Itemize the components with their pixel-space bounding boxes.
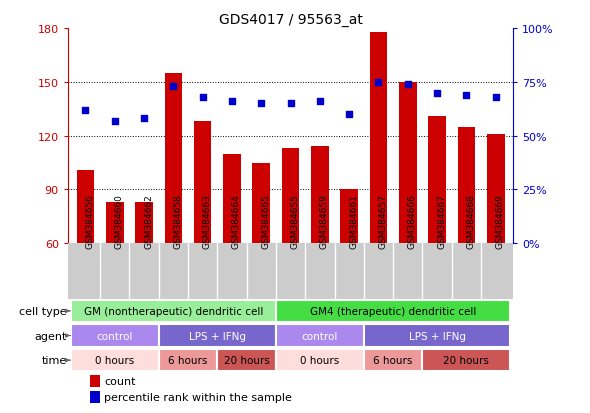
Text: GSM384663: GSM384663 (202, 193, 212, 248)
Bar (90, 391, 100, 403)
Point (374, 79, 384, 86)
Text: GSM384666: GSM384666 (408, 193, 417, 248)
Text: GSM384660: GSM384660 (114, 193, 124, 248)
Point (491, 94, 500, 101)
Text: count: count (104, 376, 136, 386)
Text: percentile rank within the sample: percentile rank within the sample (104, 392, 292, 402)
Point (403, 81, 412, 88)
Bar (159, 325, 276, 347)
Point (227, 99, 237, 105)
Bar (370, 33, 387, 244)
Bar (159, 349, 217, 372)
Bar (276, 325, 364, 347)
Text: agent: agent (35, 331, 67, 341)
Text: LPS + IFNg: LPS + IFNg (409, 331, 466, 341)
Bar (253, 163, 270, 244)
Bar (71, 349, 159, 372)
Bar (364, 325, 510, 347)
Point (345, 112, 354, 118)
Text: GSM384662: GSM384662 (144, 193, 153, 248)
Text: GSM384655: GSM384655 (290, 193, 300, 248)
Bar (340, 190, 358, 244)
Text: 6 hours: 6 hours (373, 355, 413, 365)
Point (315, 99, 324, 105)
Text: GM4 (therapeutic) dendritic cell: GM4 (therapeutic) dendritic cell (310, 306, 476, 316)
Text: GSM384658: GSM384658 (173, 193, 182, 248)
Text: GSM384669: GSM384669 (496, 193, 504, 248)
Text: GM (nontherapeutic) dendritic cell: GM (nontherapeutic) dendritic cell (84, 306, 263, 316)
Text: cell type: cell type (19, 306, 67, 316)
Bar (77, 170, 94, 244)
Bar (311, 147, 329, 244)
Bar (399, 83, 417, 244)
Point (462, 92, 471, 99)
Point (81, 107, 90, 114)
Text: GSM384659: GSM384659 (320, 193, 329, 248)
Bar (106, 202, 123, 244)
Bar (276, 349, 364, 372)
Text: 6 hours: 6 hours (168, 355, 208, 365)
Bar (422, 349, 510, 372)
Point (139, 116, 149, 122)
Bar (135, 202, 153, 244)
Text: GSM384665: GSM384665 (261, 193, 270, 248)
Bar (71, 325, 159, 347)
Bar (458, 127, 475, 244)
Bar (364, 349, 422, 372)
Text: LPS + IFNg: LPS + IFNg (189, 331, 246, 341)
Bar (217, 349, 276, 372)
Bar (276, 300, 510, 323)
Text: control: control (97, 331, 133, 341)
Bar (487, 135, 504, 244)
Point (286, 101, 295, 107)
Text: GSM384668: GSM384668 (467, 193, 476, 248)
Bar (428, 116, 446, 244)
Text: GSM384656: GSM384656 (86, 193, 94, 248)
Text: GSM384661: GSM384661 (349, 193, 358, 248)
Point (198, 94, 207, 101)
Text: 0 hours: 0 hours (300, 355, 339, 365)
Text: 0 hours: 0 hours (95, 355, 135, 365)
Bar (194, 122, 211, 244)
Text: time: time (42, 355, 67, 365)
Text: GSM384657: GSM384657 (379, 193, 388, 248)
Bar (71, 300, 276, 323)
Point (169, 83, 178, 90)
Bar (282, 149, 299, 244)
Point (257, 101, 266, 107)
Text: 20 hours: 20 hours (224, 355, 270, 365)
Text: GSM384667: GSM384667 (437, 193, 446, 248)
Text: 20 hours: 20 hours (444, 355, 489, 365)
Bar (90, 375, 100, 387)
Title: GDS4017 / 95563_at: GDS4017 / 95563_at (219, 12, 362, 26)
Bar (165, 74, 182, 244)
Bar (223, 154, 241, 244)
Text: GSM384664: GSM384664 (232, 193, 241, 248)
Text: control: control (301, 331, 338, 341)
Point (110, 118, 119, 125)
Point (432, 90, 442, 97)
